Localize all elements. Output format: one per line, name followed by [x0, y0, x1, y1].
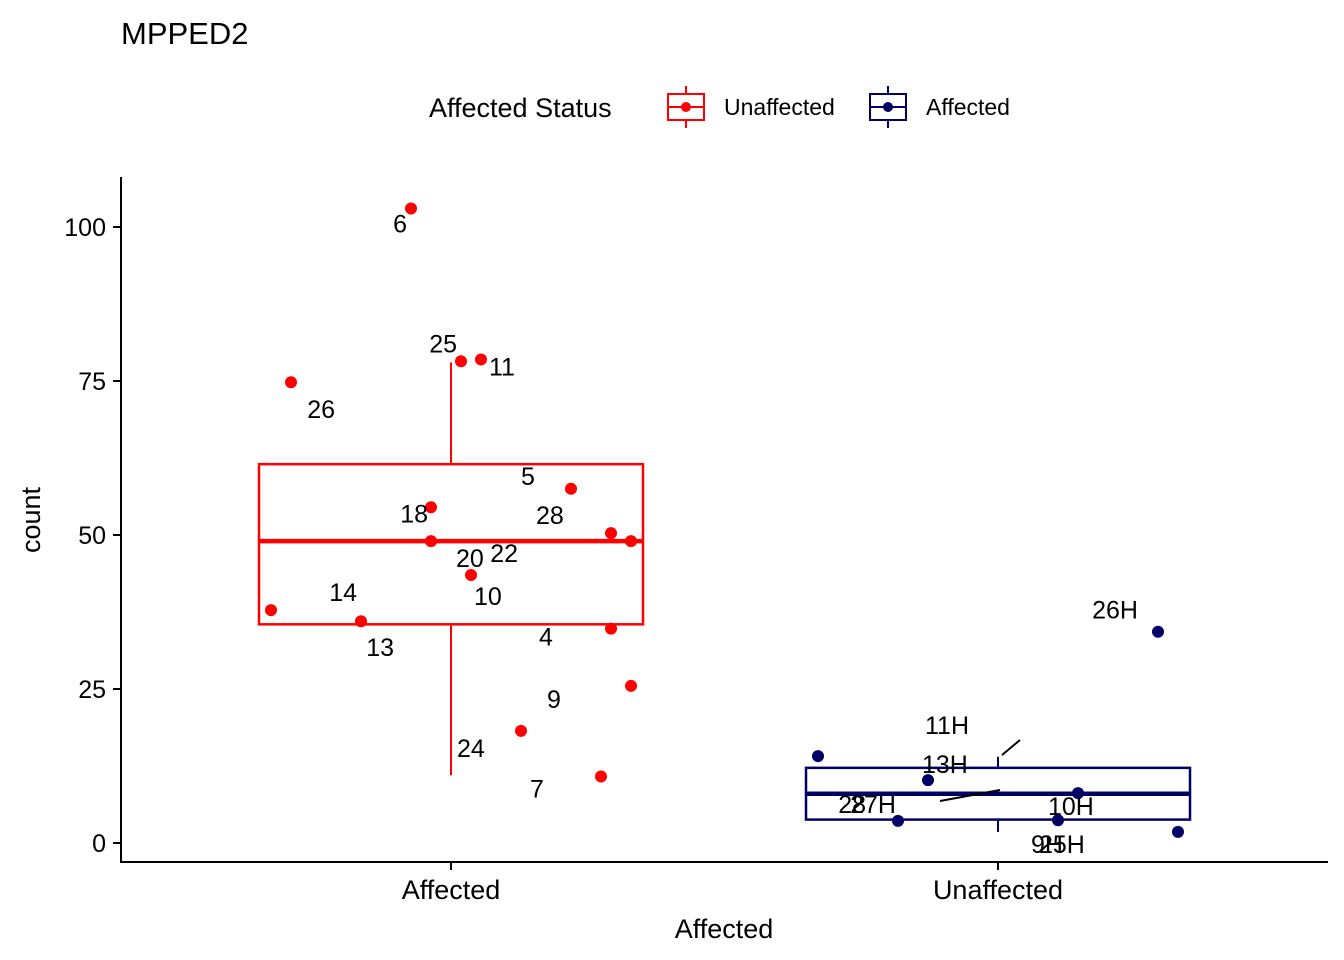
data-point	[1052, 814, 1064, 827]
data-point	[565, 482, 577, 495]
label-leader-line	[1001, 739, 1021, 756]
point-label: 25H	[1039, 831, 1085, 859]
point-label: 5	[521, 463, 535, 491]
data-point	[892, 814, 904, 827]
data-point	[625, 679, 637, 692]
point-label: 4	[539, 624, 553, 652]
data-point	[475, 353, 487, 366]
data-point	[425, 501, 437, 514]
point-label: 6	[393, 211, 407, 239]
point-label: 7	[530, 775, 544, 803]
data-point	[265, 604, 277, 617]
x-tick-label: Unaffected	[933, 875, 1063, 905]
label-leader-line	[939, 789, 1001, 802]
legend-label-unaffected: Unaffected	[724, 94, 835, 120]
legend-key-affected	[869, 86, 907, 128]
data-point	[515, 724, 527, 737]
data-point	[625, 535, 637, 548]
point-label: 28	[536, 502, 564, 530]
point-label: 20	[456, 545, 484, 573]
legend-title: Affected Status	[429, 93, 612, 123]
point-label: 18	[400, 500, 428, 528]
y-axis-title: count	[16, 486, 46, 553]
data-point	[1152, 625, 1164, 638]
point-label: 9	[547, 686, 561, 714]
y-tick-label: 100	[64, 214, 106, 242]
point-label: 13H	[922, 751, 968, 779]
chart-title: MPPED2	[121, 16, 248, 51]
legend: Affected Status Unaffected Affected	[429, 86, 1010, 128]
legend-key-unaffected-point	[681, 102, 691, 112]
y-tick-label: 50	[78, 522, 106, 550]
data-point	[405, 202, 417, 215]
data-point	[1072, 787, 1084, 800]
data-point	[812, 750, 824, 763]
data-point	[1172, 825, 1184, 838]
y-tick-label: 75	[78, 368, 106, 396]
x-axis-ticks: Affected Unaffected	[402, 862, 1063, 905]
y-axis-ticks: 0 25 50 75 100	[64, 214, 121, 858]
point-label: 11H	[925, 712, 969, 740]
y-tick-label: 25	[78, 676, 106, 704]
point-label: 25	[429, 330, 457, 358]
data-point	[465, 569, 477, 582]
data-point	[455, 355, 467, 368]
legend-key-unaffected	[667, 86, 705, 128]
data-point	[922, 774, 934, 787]
legend-label-affected: Affected	[926, 94, 1010, 120]
x-tick-label: Affected	[402, 875, 501, 905]
data-point	[595, 770, 607, 783]
data-point	[355, 615, 367, 628]
data-point	[425, 535, 437, 548]
point-label: 10	[474, 583, 502, 611]
point-label: 27H	[850, 791, 896, 819]
point-label: 9H	[1031, 831, 1063, 859]
point-label: 28	[838, 791, 866, 819]
point-label: 24	[457, 735, 485, 763]
y-tick-label: 0	[92, 830, 106, 858]
data-point	[605, 527, 617, 540]
box	[257, 462, 645, 626]
legend-key-affected-point	[883, 102, 893, 112]
point-label: 14	[329, 579, 357, 607]
point-label: 22	[490, 540, 518, 568]
x-axis-title: Affected	[675, 914, 774, 944]
point-label: 11	[489, 353, 515, 381]
data-point	[285, 376, 297, 389]
data-point	[605, 622, 617, 635]
point-label: 26H	[1092, 597, 1138, 625]
point-label: 26	[307, 396, 335, 424]
point-label: 13	[366, 634, 394, 662]
